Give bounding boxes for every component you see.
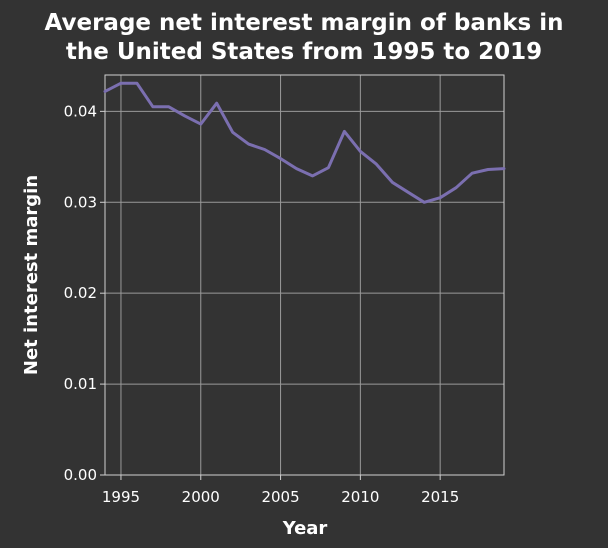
series-line [103, 81, 506, 204]
axes [100, 74, 505, 480]
y-tick-label: 0.01 [64, 375, 97, 393]
x-tick-label: 2010 [341, 488, 379, 506]
x-tick-label: 2015 [421, 488, 459, 506]
y-tick-label: 0.02 [64, 284, 97, 302]
y-tick-label: 0.04 [64, 102, 97, 120]
plot-frame [104, 74, 505, 476]
series-group [103, 81, 506, 204]
chart-title-line-1: Average net interest margin of banks in [45, 10, 564, 36]
x-tick-label: 1995 [102, 488, 140, 506]
y-tick-label: 0.00 [64, 466, 97, 484]
x-axis-label: Year [282, 518, 328, 539]
tick-labels: 0.00 0.01 0.02 0.03 0.04 1995 2000 2005 2010 2015 [64, 102, 460, 506]
y-tick-label: 0.03 [64, 193, 97, 211]
x-tick-label: 2000 [182, 488, 220, 506]
y-axis-label: Net interest margin [21, 175, 42, 375]
x-tick-label: 2005 [261, 488, 299, 506]
chart-title-line-2: the United States from 1995 to 2019 [66, 39, 542, 65]
grid-lines [105, 75, 504, 476]
